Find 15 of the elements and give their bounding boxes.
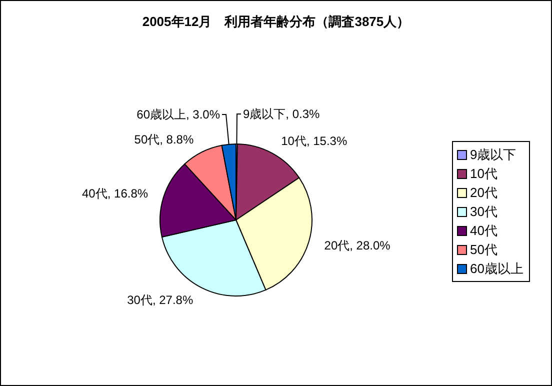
legend-label: 30代 [470,202,498,220]
data-label: 50代, 8.8% [134,132,194,147]
data-label: 60歳以上, 3.0% [136,107,220,122]
legend-label: 20代 [470,184,498,202]
data-label: 9歳以下, 0.3% [243,107,320,122]
legend-label: 60歳以上 [470,260,524,278]
data-label: 20代, 28.0% [324,238,391,253]
legend-label: 40代 [470,222,498,240]
legend-label: 10代 [470,164,498,182]
legend-label: 9歳以下 [470,146,516,164]
data-label: 40代, 16.8% [82,186,148,200]
legend-label: 50代 [470,240,498,258]
data-label: 10代, 15.3% [281,134,348,148]
chart-title: 2005年12月 利用者年齢分布（調査3875人） [141,13,411,31]
data-label: 30代, 27.8% [127,293,194,308]
